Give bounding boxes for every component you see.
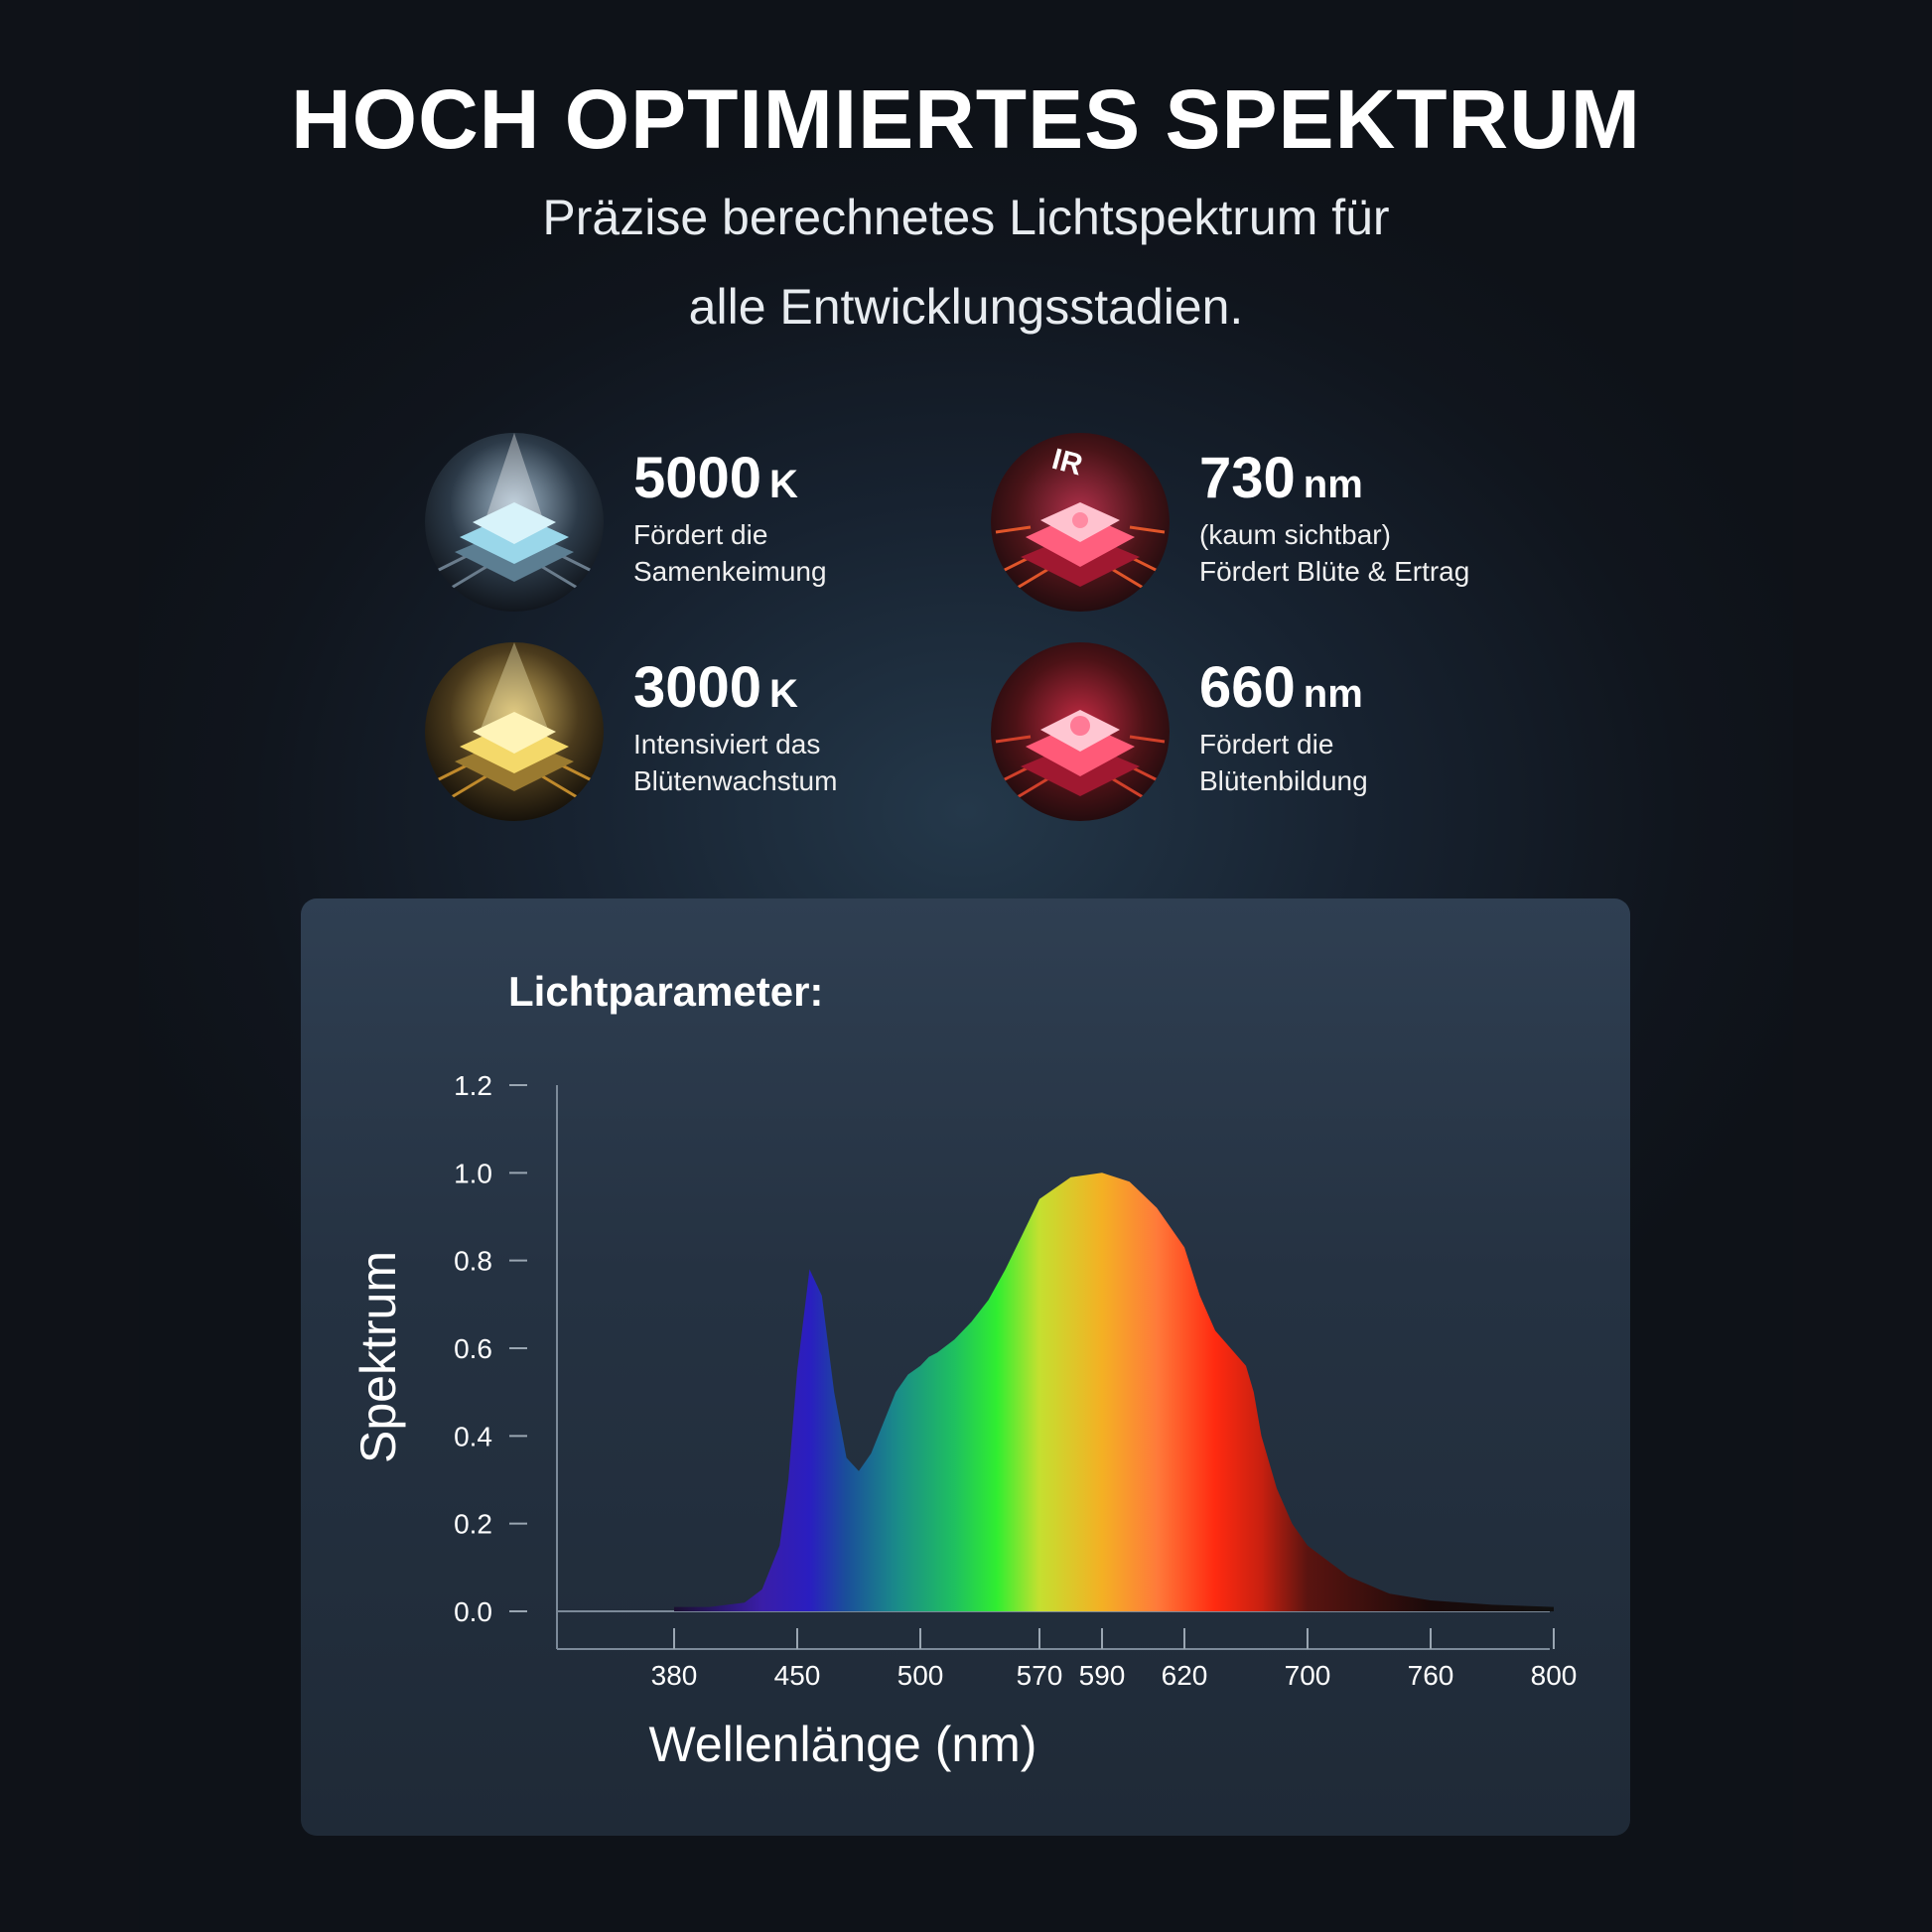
- y-tick-label: 0.4: [454, 1421, 492, 1451]
- feature-730nm: IR 730 nm (kaum sichtbar) Fördert Blüte &…: [991, 433, 1547, 612]
- feature-description: Fördert die Blütenbildung: [1199, 729, 1368, 796]
- feature-5000k: 5000 K Fördert die Samenkeimung: [425, 433, 981, 612]
- warm-led-chip-icon: [425, 642, 604, 821]
- x-tick-label: 620: [1162, 1660, 1208, 1691]
- feature-value: 5000: [633, 446, 762, 510]
- feature-value: 660: [1199, 655, 1296, 720]
- x-tick-label: 590: [1079, 1660, 1126, 1691]
- y-tick-label: 0.8: [454, 1246, 492, 1277]
- y-tick-label: 0.2: [454, 1509, 492, 1540]
- x-tick-label: 500: [897, 1660, 944, 1691]
- spectrum-area: [674, 1173, 1554, 1611]
- y-tick-label: 1.2: [454, 1070, 492, 1101]
- feature-unit: nm: [1303, 672, 1363, 716]
- spectrum-chart: 0.0 0.2 0.4 0.6 0.8 1.0 1.2 380 450 500 570 590 620 7…: [350, 1070, 1577, 1772]
- y-axis-label: Spektrum: [350, 1251, 406, 1463]
- x-tick-label: 760: [1408, 1660, 1454, 1691]
- y-tick-label: 1.0: [454, 1158, 492, 1188]
- feature-description: Fördert die Samenkeimung: [633, 519, 827, 587]
- x-tick-label: 570: [1017, 1660, 1063, 1691]
- y-tick-label: 0.6: [454, 1333, 492, 1364]
- feature-unit: nm: [1303, 463, 1363, 506]
- chart-ticks: 0.0 0.2 0.4 0.6 0.8 1.0 1.2 380 450 500 570 590 620 7…: [454, 1070, 1577, 1691]
- feature-value: 3000: [633, 655, 762, 720]
- x-tick-label: 380: [651, 1660, 698, 1691]
- panel-title: Lichtparameter:: [508, 968, 824, 1015]
- feature-value: 730: [1199, 446, 1296, 510]
- feature-unit: K: [769, 463, 798, 506]
- x-axis-label: Wellenlänge (nm): [649, 1717, 1037, 1772]
- feature-3000k: 3000 K Intensiviert das Blütenwachstum: [425, 642, 981, 821]
- feature-660nm: 660 nm Fördert die Blütenbildung: [991, 642, 1547, 821]
- infrared-led-chip-icon: IR: [991, 433, 1170, 612]
- x-tick-label: 450: [774, 1660, 821, 1691]
- red-led-chip-icon: [991, 642, 1170, 821]
- x-tick-label: 700: [1285, 1660, 1331, 1691]
- feature-unit: K: [769, 672, 798, 716]
- white-led-chip-icon: [425, 433, 604, 612]
- x-tick-label: 800: [1531, 1660, 1578, 1691]
- feature-description: (kaum sichtbar) Fördert Blüte & Ertrag: [1199, 519, 1470, 587]
- feature-description: Intensiviert das Blütenwachstum: [633, 729, 838, 796]
- subtitle-line-1: Präzise berechnetes Lichtspektrum für: [542, 190, 1390, 245]
- subtitle-line-2: alle Entwicklungsstadien.: [688, 279, 1244, 335]
- y-tick-label: 0.0: [454, 1596, 492, 1627]
- page-title: HOCH OPTIMIERTES SPEKTRUM: [291, 72, 1641, 166]
